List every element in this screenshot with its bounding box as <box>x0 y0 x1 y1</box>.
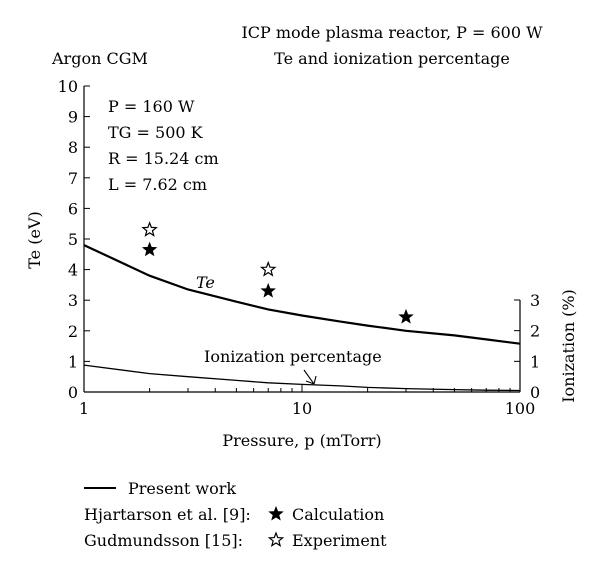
chart-title-line-2: Te and ionization percentage <box>274 49 510 68</box>
param-radius: R = 15.24 cm <box>108 149 219 168</box>
calculation-star-point <box>141 241 158 257</box>
x-axis-ticks: 1 10 100 <box>79 385 535 418</box>
param-power: P = 160 W <box>108 97 195 116</box>
param-length: L = 7.62 cm <box>108 175 207 194</box>
legend-label-present-work: Present work <box>128 479 236 498</box>
y2-axis-title: Ionization (%) <box>559 289 578 403</box>
experiment-star-point <box>259 260 277 277</box>
y2-axis-ticks: 0 1 2 3 <box>514 291 540 402</box>
x-axis-title: Pressure, p (mTorr) <box>222 431 381 450</box>
legend-prefix-gudmundsson: Gudmundsson [15]: <box>84 531 243 550</box>
calculation-star-point <box>398 308 414 324</box>
y-tick-label: 4 <box>68 261 78 280</box>
y2-tick-label: 1 <box>530 352 540 371</box>
y2-tick-label: 3 <box>530 291 540 310</box>
y-tick-label: 8 <box>68 138 78 157</box>
y-tick-label: 9 <box>68 108 78 127</box>
y-tick-label: 10 <box>58 77 78 96</box>
filled-star-icon <box>268 505 284 521</box>
y2-tick-label: 0 <box>530 383 540 402</box>
experiment-markers <box>141 221 414 324</box>
legend-label-experiment: Experiment <box>292 531 387 550</box>
y-tick-label: 1 <box>68 352 78 371</box>
y-tick-label: 3 <box>68 291 78 310</box>
y-tick-label: 7 <box>68 169 78 188</box>
y-tick-label: 5 <box>68 230 78 249</box>
y-tick-label: 2 <box>68 322 78 341</box>
y2-tick-label: 2 <box>530 322 540 341</box>
annotation-ionization: Ionization percentage <box>204 347 382 366</box>
y-axis-title: Te (eV) <box>25 211 44 269</box>
series-line-ionization <box>83 364 521 392</box>
calculation-star-point <box>260 282 276 298</box>
y-tick-label: 6 <box>68 199 78 218</box>
legend: Present work Hjartarson et al. [9]: Calc… <box>84 479 387 550</box>
y-axis-ticks: 0 1 2 3 4 5 6 7 8 9 10 <box>58 77 90 402</box>
open-star-icon <box>267 531 285 548</box>
y-tick-label: 0 <box>68 383 78 402</box>
x-tick-label: 1 <box>79 399 89 418</box>
experiment-star-point <box>141 221 158 237</box>
x-tick-label: 10 <box>292 399 312 418</box>
series-line-te <box>83 244 521 345</box>
annotation-te: Te <box>196 273 215 292</box>
chart-title-line-1: ICP mode plasma reactor, P = 600 W <box>241 23 543 42</box>
param-gas-temperature: TG = 500 K <box>108 123 204 142</box>
legend-prefix-hjartarson: Hjartarson et al. [9]: <box>84 505 251 524</box>
x-tick-label: 100 <box>505 399 536 418</box>
chart-subtitle: Argon CGM <box>51 49 148 68</box>
annotation-arrow <box>303 369 317 385</box>
legend-label-calculation: Calculation <box>292 505 384 524</box>
